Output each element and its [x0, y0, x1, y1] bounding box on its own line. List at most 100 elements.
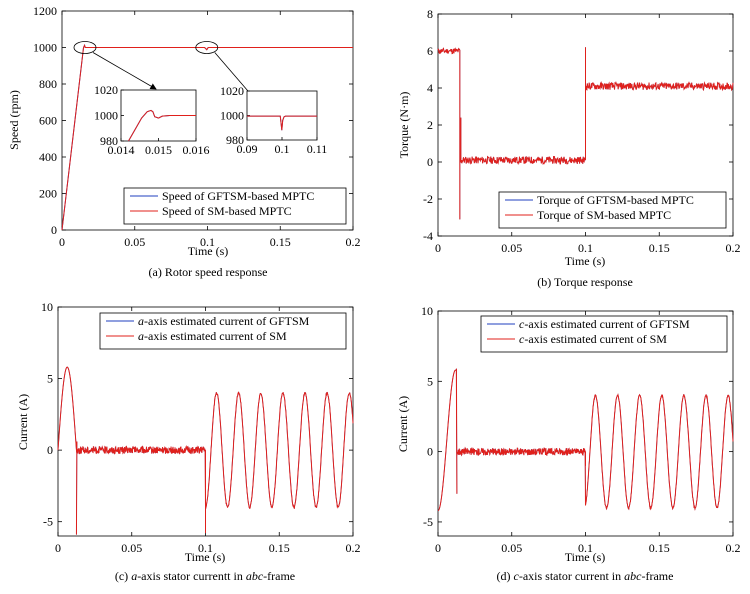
x-tick-label: 0.15 [649, 541, 670, 555]
x-tick-label: 0.2 [726, 241, 741, 255]
panel-speed: 0 0.05 0.1 0.15 0.2 0 200 400 600 800 1000 1200 Time… [7, 4, 361, 279]
inset-plot: 0.09 0.1 0.11 980 1000 1020 [220, 84, 327, 156]
legend-phase: a [138, 314, 144, 328]
inset-x-tick-label: 0.11 [307, 142, 328, 156]
y-tick-label: 6 [427, 44, 433, 58]
x-tick-label: 0.1 [578, 541, 593, 555]
y-tick-label: 10 [421, 304, 433, 318]
x-tick-label: 0.05 [124, 235, 145, 249]
inset-x-tick-label: 0.1 [275, 142, 290, 156]
series-sm-line [437, 47, 734, 220]
zoom-arrow [214, 52, 255, 99]
legend-text: -axis estimated current of SM [144, 329, 287, 343]
inset-x-tick-label: 0.09 [237, 142, 258, 156]
x-tick-label: 0.15 [269, 541, 290, 555]
y-axis-label: Torque (N·m) [397, 92, 411, 159]
x-tick-label: 0.2 [346, 541, 361, 555]
legend-label: Speed of GFTSM-based MPTC [162, 189, 314, 203]
caption-part: c [514, 569, 520, 583]
legend-box [123, 187, 347, 225]
legend-label: c-axis estimated current of GFTSM [519, 317, 690, 331]
y-tick-label: 0 [47, 443, 53, 457]
legend-text: -axis estimated current of SM [524, 332, 667, 346]
x-tick-label: 0.15 [649, 241, 670, 255]
y-tick-label: 4 [427, 81, 433, 95]
y-tick-label: 1000 [33, 41, 57, 55]
legend-phase: c [519, 317, 525, 331]
x-tick-label: 0.15 [270, 235, 291, 249]
legend-text: -axis estimated current of GFTSM [524, 317, 690, 331]
caption-part: (d) [497, 569, 514, 583]
series-sm-line [61, 43, 353, 231]
legend-label: a-axis estimated current of SM [138, 329, 287, 343]
x-tick-label: 0.05 [121, 541, 142, 555]
caption-part: -axis stator currentt in [137, 569, 246, 583]
legend-box [480, 315, 728, 353]
inset-y-tick-label: 980 [226, 133, 244, 147]
zoom-arrow [92, 52, 157, 90]
zoom-ellipse [195, 41, 219, 54]
x-tick-label: 0.05 [501, 241, 522, 255]
y-tick-label: 10 [41, 300, 53, 314]
legend-label: a-axis estimated current of GFTSM [138, 314, 310, 328]
x-tick-label: 0.1 [578, 241, 593, 255]
inset-y-tick-label: 1020 [94, 83, 118, 97]
caption-part: a [131, 569, 137, 583]
inset-y-tick-label: 980 [100, 134, 118, 148]
caption-part: -frame [641, 569, 673, 583]
inset-line-sm [128, 109, 196, 142]
inset-y-tick-label: 1000 [94, 109, 118, 123]
inset-x-tick-label: 0.015 [145, 143, 172, 157]
series-sm-line [437, 368, 734, 512]
inset-frame [246, 90, 318, 141]
zoom-ellipse [73, 41, 97, 54]
legend-box [99, 312, 347, 350]
x-tick-label: 0.1 [198, 541, 213, 555]
y-tick-label: -4 [423, 229, 433, 243]
y-tick-label: 5 [427, 374, 433, 388]
y-tick-label: -5 [423, 515, 433, 529]
legend-phase: a [138, 329, 144, 343]
y-tick-label: 2 [427, 118, 433, 132]
legend-label: c-axis estimated current of SM [519, 332, 667, 346]
y-tick-label: 0 [427, 155, 433, 169]
inset-y-tick-label: 1000 [220, 109, 244, 123]
y-tick-label: -2 [423, 192, 433, 206]
legend-label: Torque of GFTSM-based MPTC [537, 193, 694, 207]
caption: (a) Rotor speed response [149, 265, 268, 279]
y-tick-label: 200 [39, 187, 57, 201]
x-tick-label: 0 [55, 541, 61, 555]
caption-part: -frame [263, 569, 295, 583]
y-axis-label: Current (A) [16, 394, 30, 450]
y-axis-label: Speed (rpm) [7, 90, 21, 150]
x-tick-label: 0 [435, 541, 441, 555]
inset-x-tick-label: 0.016 [183, 143, 210, 157]
panel-torque: 0 0.05 0.1 0.15 0.2 -4 -2 0 2 4 6 8 Time (s) Torque (… [397, 7, 741, 289]
caption-part: (c) [115, 569, 131, 583]
legend-phase: c [519, 332, 525, 346]
inset-y-tick-label: 1020 [220, 84, 244, 98]
y-tick-label: 5 [47, 372, 53, 386]
y-axis-label: Current (A) [396, 396, 410, 452]
legend-label: Torque of SM-based MPTC [537, 208, 671, 222]
y-tick-label: 8 [427, 7, 433, 21]
y-tick-label: 0 [51, 223, 57, 237]
y-tick-label: -5 [43, 515, 53, 529]
x-tick-label: 0 [435, 241, 441, 255]
x-axis-label: Time (s) [565, 550, 606, 564]
caption: (b) Torque response [537, 275, 633, 289]
legend-box [498, 191, 727, 229]
x-axis-label: Time (s) [185, 550, 226, 564]
inset-line-sm [247, 115, 317, 131]
y-tick-label: 0 [427, 445, 433, 459]
legend-text: -axis estimated current of GFTSM [144, 314, 310, 328]
y-tick-label: 400 [39, 150, 57, 164]
x-tick-label: 0 [59, 235, 65, 249]
caption-part: -axis stator current in [519, 569, 624, 583]
series-sm-line [57, 366, 354, 535]
x-axis-label: Time (s) [565, 254, 606, 268]
x-tick-label: 0.1 [200, 235, 215, 249]
